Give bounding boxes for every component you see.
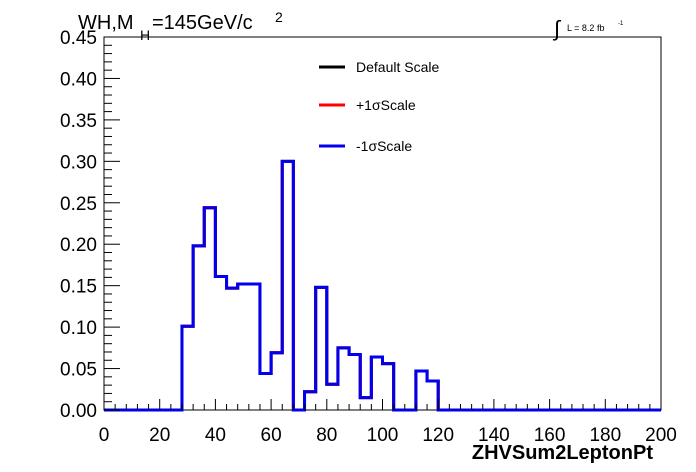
legend-label: +1σScale: [356, 97, 416, 113]
x-tick-label: 140: [478, 425, 510, 446]
y-tick-label: 0.40: [60, 69, 97, 90]
x-tick-label: 120: [422, 425, 454, 446]
y-tick-label: 0.20: [60, 235, 97, 256]
chart-title-rest: =145GeV/c: [152, 12, 253, 34]
y-tick-label: 0.25: [60, 194, 97, 215]
y-tick-label: 0.35: [60, 111, 97, 132]
legend-label: Default Scale: [356, 59, 439, 75]
x-tick-label: 0: [99, 425, 110, 446]
chart-title-subscript: H: [140, 27, 150, 43]
x-tick-label: 100: [367, 425, 399, 446]
legend-label: -1σScale: [356, 138, 412, 154]
lumi-label: L = 8.2 fb: [567, 23, 604, 33]
x-tick-label: 20: [149, 425, 170, 446]
x-tick-label: 40: [205, 425, 226, 446]
x-tick-label: 200: [645, 425, 677, 446]
x-tick-label: 80: [316, 425, 337, 446]
y-tick-label: 0.00: [60, 401, 97, 422]
y-tick-label: 0.45: [60, 28, 97, 49]
y-tick-label: 0.10: [60, 318, 97, 339]
lumi-integral-sign: ∫: [552, 16, 562, 41]
y-tick-label: 0.05: [60, 360, 97, 381]
chart-title-superscript: 2: [275, 9, 283, 25]
chart-title-main: WH,M: [78, 12, 134, 34]
x-axis-label: ZHVSum2LeptonPt: [472, 442, 653, 464]
x-tick-label: 60: [261, 425, 282, 446]
y-tick-label: 0.30: [60, 152, 97, 173]
legend: Default Scale +1σScale -1σScale: [319, 59, 439, 154]
x-tick-label: 180: [589, 425, 621, 446]
lumi-superscript: -1: [618, 21, 624, 27]
y-tick-label: 0.15: [60, 277, 97, 298]
x-tick-label: 160: [534, 425, 566, 446]
ticks-layer: 0 20 40 60 80 100 120 140 160 180 200 0.00 0.05 0.10 0…: [60, 28, 677, 446]
